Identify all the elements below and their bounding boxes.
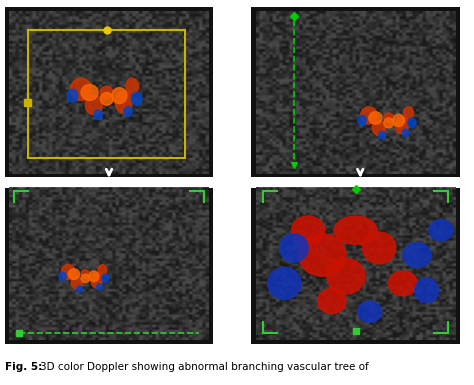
Ellipse shape (81, 274, 90, 283)
Ellipse shape (126, 78, 138, 94)
Ellipse shape (408, 118, 416, 128)
Ellipse shape (77, 286, 82, 292)
Ellipse shape (389, 271, 417, 296)
Ellipse shape (299, 234, 346, 276)
Bar (24, 99, 31, 106)
Ellipse shape (81, 270, 90, 278)
Ellipse shape (101, 274, 109, 283)
Ellipse shape (59, 272, 66, 281)
Ellipse shape (124, 107, 132, 116)
Ellipse shape (115, 91, 132, 113)
Ellipse shape (395, 117, 409, 134)
Ellipse shape (70, 78, 92, 100)
Ellipse shape (280, 234, 308, 262)
Ellipse shape (292, 216, 325, 244)
Text: 3D color Doppler showing abnormal branching vascular tree of: 3D color Doppler showing abnormal branch… (40, 363, 369, 372)
Ellipse shape (71, 276, 82, 289)
Ellipse shape (85, 95, 102, 115)
Ellipse shape (98, 264, 107, 275)
Bar (28, 30, 185, 157)
Ellipse shape (91, 273, 102, 288)
Ellipse shape (131, 92, 142, 105)
Ellipse shape (67, 89, 78, 102)
Ellipse shape (89, 271, 99, 281)
Ellipse shape (318, 289, 346, 313)
Ellipse shape (100, 86, 113, 99)
Ellipse shape (94, 110, 102, 119)
Ellipse shape (383, 118, 393, 128)
Ellipse shape (100, 92, 113, 105)
Ellipse shape (360, 107, 377, 124)
Bar (251, 7, 460, 177)
Text: Fig. 5:: Fig. 5: (5, 363, 42, 372)
Ellipse shape (404, 107, 413, 119)
Ellipse shape (61, 264, 75, 280)
Ellipse shape (429, 219, 453, 241)
Ellipse shape (358, 116, 366, 126)
Ellipse shape (268, 268, 301, 299)
Ellipse shape (112, 88, 127, 104)
Ellipse shape (68, 269, 80, 280)
Ellipse shape (363, 232, 396, 264)
Ellipse shape (369, 112, 382, 124)
Ellipse shape (403, 243, 431, 268)
Ellipse shape (358, 301, 382, 322)
Bar (5, 188, 213, 343)
Ellipse shape (97, 284, 102, 290)
Ellipse shape (327, 259, 365, 294)
Ellipse shape (402, 129, 409, 137)
Ellipse shape (393, 114, 404, 127)
Bar (251, 188, 460, 343)
Ellipse shape (372, 121, 385, 135)
Ellipse shape (383, 113, 393, 123)
Ellipse shape (334, 216, 377, 244)
Ellipse shape (379, 132, 385, 139)
Ellipse shape (415, 278, 438, 303)
Ellipse shape (81, 84, 98, 100)
Bar (5, 7, 213, 177)
